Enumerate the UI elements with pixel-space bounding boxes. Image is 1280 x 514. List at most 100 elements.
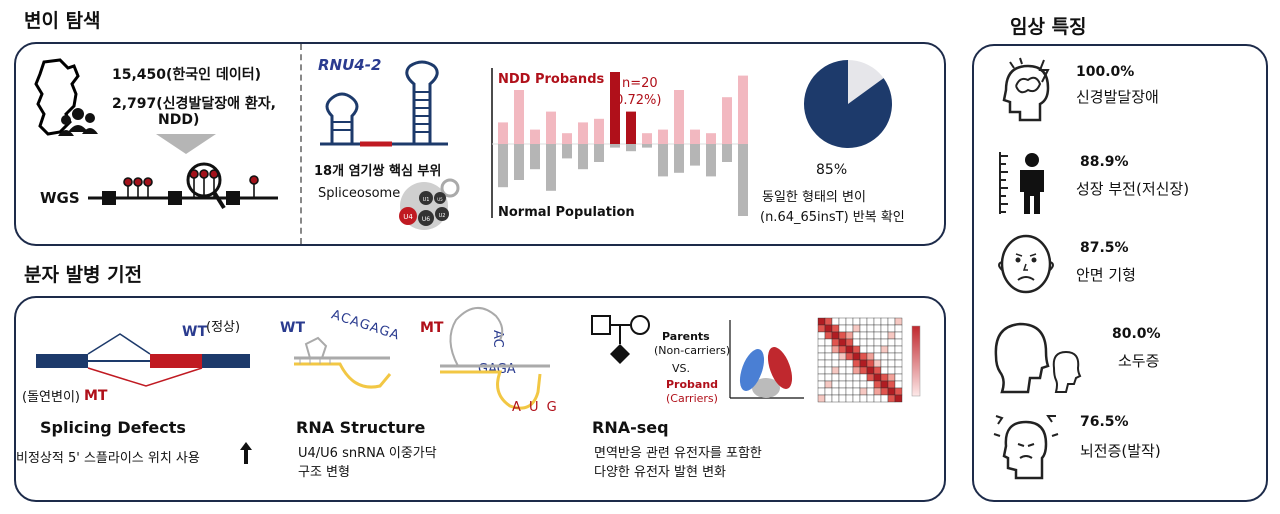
heatmap-cell <box>852 317 861 326</box>
heatmap-cell <box>894 387 903 396</box>
heatmap-cell <box>838 380 847 389</box>
rnu4-2-structure-diagram <box>320 60 448 147</box>
snrna-label-u1: U1 <box>423 197 430 203</box>
arrow-up-icon <box>240 442 252 464</box>
heatmap-cell <box>831 317 840 326</box>
face-icon <box>998 234 1054 294</box>
snrna-label-u2: U2 <box>439 213 446 219</box>
heatmap-cell <box>894 394 903 403</box>
heatmap-cell <box>852 373 861 382</box>
rna-structure-desc-2: 구조 변형 <box>298 465 350 480</box>
heatmap-cell <box>845 373 854 382</box>
heatmap-cell <box>845 338 854 347</box>
bar-ndd-8 <box>626 111 636 144</box>
pedigree-diagram <box>591 315 650 364</box>
bar-ndd-4 <box>562 133 572 144</box>
heatmap-cell <box>831 331 840 340</box>
heatmap-cell <box>887 359 896 368</box>
heatmap-cell <box>845 345 854 354</box>
bar-normal-10 <box>658 144 668 177</box>
heatmap-cell <box>880 359 889 368</box>
clinical-title: 임상 특징 <box>1010 16 1087 38</box>
heatmap-cell <box>894 331 903 340</box>
heatmap-cell <box>859 380 868 389</box>
heatmap-cell <box>873 324 882 333</box>
heatmap-cell <box>817 324 826 333</box>
heatmap-cell <box>859 317 868 326</box>
feature-pct-1: 88.9% <box>1080 154 1129 170</box>
heatmap-cell <box>817 338 826 347</box>
heatmap-cell <box>880 373 889 382</box>
heatmap-cell <box>859 394 868 403</box>
heatmap-cell <box>817 380 826 389</box>
heatmap-cell <box>845 366 854 375</box>
heatmap-cell <box>887 387 896 396</box>
brain-icon <box>1002 57 1050 122</box>
heatmap-cell <box>838 359 847 368</box>
bar-ndd-12 <box>690 129 700 144</box>
bar-normal-7 <box>610 144 620 148</box>
height-icon <box>999 152 1044 214</box>
splicing-diagram <box>36 333 250 387</box>
heatmap-cell <box>873 331 882 340</box>
heatmap-cell <box>824 317 833 326</box>
microcephaly-icon <box>994 322 1082 394</box>
bar-normal-1 <box>514 144 524 180</box>
bar-normal-15 <box>738 144 748 216</box>
proband-label: Proband <box>666 378 719 391</box>
heatmap-cell <box>859 373 868 382</box>
heatmap-cell <box>824 373 833 382</box>
bar-ndd-10 <box>658 129 668 144</box>
heatmap-cell <box>880 345 889 354</box>
feature-label-2: 안면 기형 <box>1076 266 1136 284</box>
heatmap-cell <box>866 366 875 375</box>
snrna-label-u6: U6 <box>422 216 430 223</box>
heatmap-cell <box>887 324 896 333</box>
heatmap-cell <box>831 394 840 403</box>
heatmap-cell <box>859 338 868 347</box>
heatmap-cell <box>866 394 875 403</box>
heatmap-cell <box>845 387 854 396</box>
bar-ndd-2 <box>530 129 540 144</box>
clinical-panel <box>972 44 1268 502</box>
heatmap-cell <box>880 380 889 389</box>
heatmap-cell <box>817 317 826 326</box>
heatmap-cell <box>817 345 826 354</box>
bar-ndd-1 <box>514 90 524 144</box>
splicing-mt-note: (돌연변이) <box>22 390 80 405</box>
parents-note: (Non-carriers) <box>654 344 731 357</box>
heatmap-cell <box>880 331 889 340</box>
splicing-wt-label: WT <box>182 324 207 340</box>
bar-ndd-14 <box>722 97 732 144</box>
korean-count: 15,450(한국인 데이터) <box>112 67 261 83</box>
heatmap-cell <box>838 373 847 382</box>
heatmap-cell <box>873 359 882 368</box>
heatmap-cell <box>845 352 854 361</box>
ndd-count: 2,797(신경발달장애 환자, <box>112 96 276 112</box>
heatmap-cell <box>852 387 861 396</box>
heatmap-cell <box>880 317 889 326</box>
heatmap-cell <box>831 338 840 347</box>
feature-label-0: 신경발달장애 <box>1076 88 1159 106</box>
rna-seq-heading: RNA-seq <box>592 418 669 437</box>
ndd-abbrev: NDD) <box>158 112 200 128</box>
heatmap-cell <box>873 380 882 389</box>
mechanism-panel <box>14 296 946 502</box>
heatmap-cell <box>866 324 875 333</box>
heatmap-cell <box>824 345 833 354</box>
heatmap-cell <box>852 366 861 375</box>
bar-ndd-11 <box>674 90 684 144</box>
spliceosome-label: Spliceosome <box>318 186 401 201</box>
heatmap-cell <box>852 324 861 333</box>
pie-pct: 85% <box>816 162 848 178</box>
feature-label-1: 성장 부전(저신장) <box>1076 180 1190 198</box>
rna-mt-structure <box>440 307 550 410</box>
chart-top-label: NDD Probands <box>498 72 605 87</box>
heatmap-cell <box>859 359 868 368</box>
heatmap-cell <box>887 366 896 375</box>
heatmap-cell <box>817 366 826 375</box>
heatmap-cell <box>880 387 889 396</box>
heatmap-cell <box>817 387 826 396</box>
splicing-mt-label: MT <box>84 388 108 404</box>
splicing-wt-note: (정상) <box>206 320 241 335</box>
